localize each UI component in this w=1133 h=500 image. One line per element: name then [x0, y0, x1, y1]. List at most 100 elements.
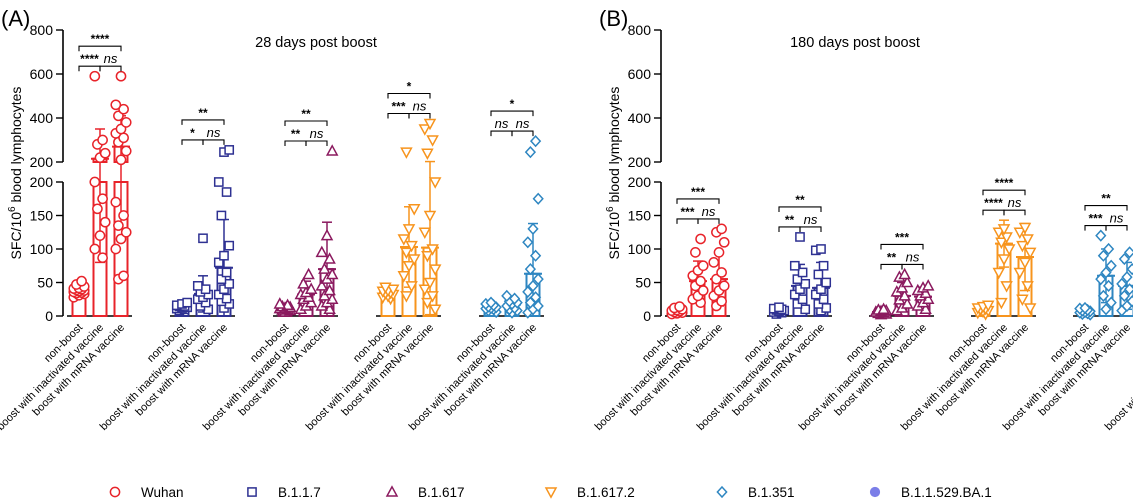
- significance-label: ns: [495, 116, 509, 131]
- significance-bracket: *: [490, 97, 534, 117]
- significance-bracket: ns: [799, 212, 822, 232]
- significance-bracket: ***: [880, 230, 924, 250]
- bracket-line: [880, 243, 924, 250]
- legend-item-b-1-617-2: B.1.617.2: [544, 485, 635, 500]
- data-point: [302, 267, 315, 280]
- significance-bracket: **: [284, 107, 328, 126]
- data-point: [423, 210, 437, 223]
- x-tick-label: boost with inactivated vaccine: [0, 322, 106, 433]
- data-point: [1095, 229, 1107, 242]
- data-point: [921, 279, 935, 291]
- significance-label: ***: [680, 205, 694, 219]
- bracket-line: [676, 218, 699, 224]
- data-point: [400, 147, 413, 159]
- panel-b: (B) 180 days post boost SFC/106 blood lymp…: [593, 6, 1133, 433]
- data-point: [1116, 277, 1128, 290]
- significance-bracket: ***: [676, 205, 699, 224]
- data-point: [421, 148, 434, 160]
- bracket-line: [490, 130, 513, 137]
- data-point: [315, 245, 329, 258]
- data-point: [1100, 266, 1112, 279]
- significance-bracket: ****: [982, 176, 1026, 196]
- data-point: [1095, 273, 1107, 286]
- y-tick-label-upper: 400: [30, 110, 54, 126]
- data-point: [797, 267, 808, 278]
- data-point: [423, 118, 437, 131]
- data-point: [716, 295, 727, 307]
- data-point: [524, 262, 537, 276]
- data-point: [718, 236, 730, 248]
- data-point: [992, 267, 1006, 280]
- data-point: [110, 243, 122, 255]
- data-point: [120, 226, 132, 238]
- data-point: [532, 299, 544, 313]
- bracket-line: [1084, 205, 1128, 211]
- data-point: [795, 284, 805, 295]
- bracket-line: [511, 130, 534, 137]
- data-point: [708, 257, 720, 268]
- y-axis-label-prefix: SFC/10: [606, 212, 622, 260]
- bracket-line: [387, 92, 431, 99]
- data-point: [418, 124, 432, 136]
- data-point: [397, 271, 411, 283]
- significance-label: ***: [391, 100, 405, 114]
- data-point: [213, 289, 224, 300]
- panel-label: (B): [599, 6, 628, 31]
- data-point: [900, 275, 914, 288]
- data-point: [792, 274, 803, 284]
- data-point: [418, 284, 432, 296]
- significance-bracket: ****: [78, 32, 122, 52]
- data-point: [532, 192, 544, 205]
- data-point: [94, 230, 106, 241]
- significance-bracket: **: [1084, 192, 1128, 211]
- y-tick-label-upper: 400: [628, 110, 652, 126]
- legend-label: B.1.617.2: [577, 485, 635, 500]
- data-point: [1105, 296, 1117, 309]
- data-point: [426, 244, 439, 256]
- significance-label: **: [785, 213, 795, 227]
- data-point: [716, 223, 727, 235]
- legend-marker: [869, 486, 881, 498]
- data-point: [325, 144, 339, 156]
- data-point: [405, 240, 418, 253]
- y-tick-label-lower: 0: [45, 308, 53, 324]
- legend-marker: [544, 487, 558, 499]
- significance-label: ns: [702, 204, 716, 219]
- data-point: [428, 264, 442, 276]
- data-point: [1097, 249, 1110, 262]
- legend-item-b-1-1-529-ba-1: B.1.1.529.BA.1: [869, 485, 992, 500]
- data-point: [816, 244, 826, 254]
- data-point: [674, 301, 685, 312]
- data-point: [397, 234, 411, 246]
- y-tick-label-upper: 600: [628, 66, 652, 82]
- data-point: [895, 281, 909, 293]
- data-point: [529, 249, 542, 262]
- data-point: [304, 295, 318, 308]
- data-point: [221, 293, 232, 304]
- data-point: [1016, 240, 1029, 253]
- data-point: [800, 304, 811, 315]
- significance-label: *: [407, 80, 412, 94]
- data-point: [323, 302, 336, 315]
- y-tick-label-upper: 200: [30, 154, 54, 170]
- bracket-line: [284, 120, 328, 126]
- data-point: [529, 134, 542, 148]
- data-point: [1018, 222, 1032, 235]
- data-point: [995, 237, 1008, 250]
- significance-bracket: ****: [982, 196, 1005, 216]
- data-point: [402, 261, 416, 273]
- significance-bracket: ns: [511, 116, 534, 137]
- data-point: [99, 147, 111, 159]
- significance-bracket: *: [181, 126, 204, 145]
- data-point: [1126, 295, 1133, 308]
- significance-bracket: **: [181, 106, 225, 125]
- data-point: [532, 273, 544, 286]
- bracket-line: [305, 140, 328, 146]
- data-point: [89, 70, 101, 82]
- data-point: [200, 284, 211, 295]
- significance-label: **: [887, 250, 897, 264]
- y-axis-label-exponent: 6: [7, 206, 18, 212]
- significance-label: **: [291, 127, 301, 141]
- data-point: [713, 247, 725, 258]
